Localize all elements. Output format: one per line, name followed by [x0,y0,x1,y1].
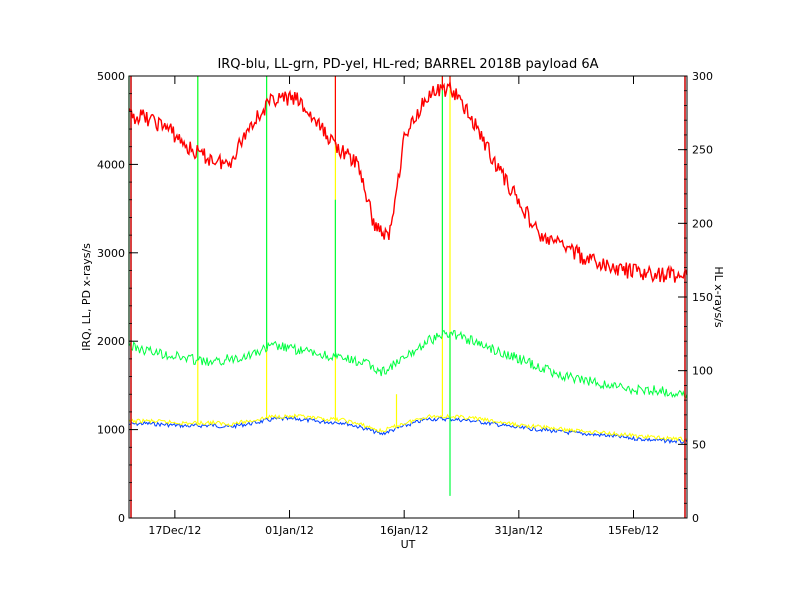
plot-frame [128,75,688,519]
x-tick-label-1: 01Jan/12 [265,524,314,537]
series-layer [128,76,688,496]
y2-tick-label-4: 200 [692,217,713,230]
y2-axis-label: HL x-rays/s [712,266,725,328]
x-tick-label-4: 15Feb/12 [608,524,659,537]
x-tick-label-3: 31Jan/12 [494,524,543,537]
series-line-ll [128,329,688,399]
y-tick-label-2: 2000 [97,335,125,348]
series-line-pd [128,413,688,442]
y-tick-label-5: 5000 [97,70,125,83]
series-hl [128,76,688,284]
chart-title: IRQ-blu, LL-grn, PD-yel, HL-red; BARREL … [217,57,598,72]
y-axis-label: IRQ, LL, PD x-rays/s [80,243,93,351]
y2-tick-label-3: 150 [692,291,713,304]
y2-tick-label-2: 100 [692,365,713,378]
axis-layer: 17Dec/12 01Jan/12 16Jan/12 31Jan/12 15Feb/12… [97,70,713,537]
y2-tick-label-5: 250 [692,144,713,157]
x-tick-label-0: 17Dec/12 [148,524,201,537]
y-tick-label-3: 3000 [97,247,125,260]
y2-tick-label-0: 0 [692,512,699,525]
y-tick-label-0: 0 [118,512,125,525]
series-line-hl [128,79,688,284]
x-axis-label: UT [401,538,416,551]
series-ll [128,76,688,496]
y2-tick-label-6: 300 [692,70,713,83]
series-line-irq [128,415,688,445]
series-irq [128,415,688,445]
x-tick-label-2: 16Jan/12 [380,524,429,537]
y-tick-label-4: 4000 [97,158,125,171]
y-tick-label-1: 1000 [97,424,125,437]
y2-tick-label-1: 50 [692,438,706,451]
